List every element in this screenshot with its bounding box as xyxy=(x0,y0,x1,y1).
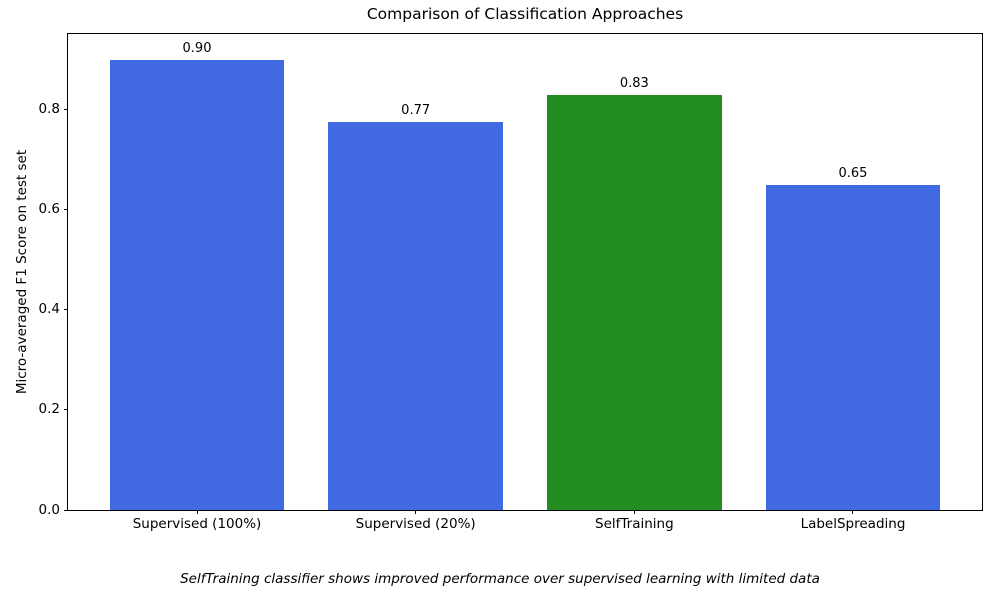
x-tick-label: LabelSpreading xyxy=(800,516,906,532)
bar-value-label: 0.83 xyxy=(619,75,649,91)
y-tick-label: 0.6 xyxy=(38,201,60,218)
x-tick-mark xyxy=(415,510,417,514)
x-tick-label: Supervised (100%) xyxy=(132,516,262,532)
y-tick-label: 0.4 xyxy=(38,301,60,318)
x-tick-label: SelfTraining xyxy=(595,516,674,532)
bar-value-label: 0.77 xyxy=(401,103,431,119)
bar-value-label: 0.65 xyxy=(838,165,868,181)
x-tick-mark xyxy=(852,510,854,514)
chart-title: Comparison of Classification Approaches xyxy=(366,5,684,23)
y-axis-label-text: Micro-averaged F1 Score on test set xyxy=(14,149,30,395)
y-tick-label: 0.0 xyxy=(38,501,60,518)
bar xyxy=(546,94,722,510)
bar xyxy=(765,184,941,510)
y-tick-label: 0.2 xyxy=(38,401,60,418)
y-tick-label: 0.8 xyxy=(38,101,60,118)
bar xyxy=(328,122,504,510)
x-tick-label: Supervised (20%) xyxy=(355,516,476,532)
caption: SelfTraining classifier shows improved p… xyxy=(180,571,820,587)
plot-area: 0.0 0.2 0.4 0.6 0.8 0.90 Supervised (100%) 0.77… xyxy=(39,33,983,531)
y-tick-mark xyxy=(64,309,68,311)
y-tick-mark xyxy=(64,409,68,411)
y-tick-mark xyxy=(64,109,68,111)
x-tick-mark xyxy=(633,510,635,514)
x-tick-mark xyxy=(196,510,198,514)
bar-value-label: 0.90 xyxy=(182,40,212,56)
y-tick-mark xyxy=(64,209,68,211)
bar xyxy=(109,59,285,510)
y-tick-mark xyxy=(64,509,68,511)
